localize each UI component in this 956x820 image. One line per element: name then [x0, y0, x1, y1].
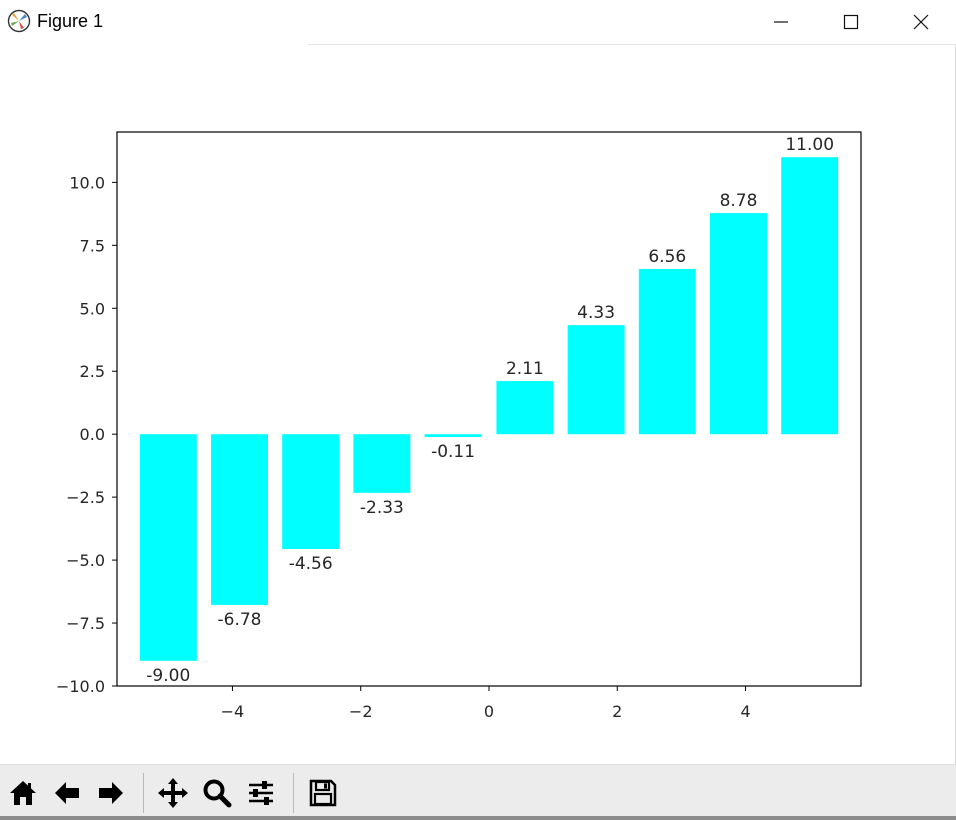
- bar: [567, 325, 625, 435]
- navigation-toolbar: [0, 764, 956, 820]
- bar-value-label: 6.56: [648, 247, 686, 267]
- figure-canvas: -9.00 -6.78 -4.56 -2.33 -0.11 2.11 4.33 6.56 8.7…: [0, 44, 956, 764]
- pan-button[interactable]: [154, 773, 192, 813]
- minimize-icon: [774, 21, 788, 23]
- y-tick-label: 10.0: [69, 173, 105, 192]
- forward-arrow-icon: [99, 782, 123, 804]
- home-icon: [10, 781, 36, 805]
- close-icon: [913, 14, 929, 30]
- bar: [710, 213, 767, 435]
- home-button[interactable]: [4, 773, 42, 813]
- bar-value-label: 4.33: [577, 303, 615, 323]
- title-separator: [308, 44, 956, 45]
- configure-subplots-icon: [249, 781, 273, 805]
- bar-value-label: 2.11: [506, 359, 544, 379]
- bar: [781, 157, 839, 435]
- maximize-icon: [843, 14, 859, 30]
- x-tick-label: 4: [740, 702, 750, 721]
- zoom-button[interactable]: [198, 773, 236, 813]
- toolbar-separator: [143, 773, 144, 813]
- bar: [139, 434, 197, 661]
- toolbar-separator: [293, 773, 294, 813]
- bar-chart: -9.00 -6.78 -4.56 -2.33 -0.11 2.11 4.33 6.56 8.7…: [56, 131, 862, 721]
- y-tick-label: −5.0: [66, 551, 105, 570]
- bar: [424, 434, 482, 437]
- y-tick-label: −7.5: [66, 614, 105, 633]
- zoom-icon: [203, 779, 232, 808]
- x-tick-label: −4: [221, 702, 245, 721]
- y-tick-label: 5.0: [80, 299, 105, 318]
- y-tick-label: 0.0: [80, 425, 105, 444]
- bar: [496, 381, 554, 435]
- back-arrow-icon: [55, 782, 79, 804]
- configure-subplots-button[interactable]: [242, 773, 280, 813]
- bar-value-label: -4.56: [289, 554, 333, 574]
- close-button[interactable]: [886, 0, 956, 44]
- bar-value-label: 11.00: [785, 135, 834, 155]
- title-bar: Figure 1: [0, 0, 956, 44]
- matplotlib-app-icon: [7, 9, 31, 33]
- bar-value-label: -0.11: [431, 442, 475, 462]
- window-bottom-border: [0, 816, 956, 820]
- y-tick-label: 7.5: [80, 236, 105, 255]
- x-tick-label: 0: [484, 702, 494, 721]
- x-tick-label: −2: [349, 702, 373, 721]
- bar-value-label: -9.00: [146, 666, 190, 686]
- bar-value-label: 8.78: [720, 191, 758, 211]
- x-tick-label: 2: [612, 702, 622, 721]
- back-button[interactable]: [48, 773, 86, 813]
- y-tick-label: −10.0: [56, 677, 105, 696]
- bar: [282, 434, 340, 550]
- window-title: Figure 1: [37, 11, 104, 31]
- maximize-button[interactable]: [816, 0, 886, 44]
- pan-icon: [158, 778, 188, 808]
- y-tick-label: −2.5: [66, 488, 105, 507]
- minimize-button[interactable]: [746, 0, 816, 44]
- save-button[interactable]: [304, 773, 342, 813]
- forward-button[interactable]: [92, 773, 130, 813]
- bar: [353, 434, 411, 493]
- y-tick-label: 2.5: [80, 362, 105, 381]
- bar-value-label: -2.33: [360, 498, 404, 518]
- bar: [211, 434, 268, 605]
- bar-value-label: -6.78: [218, 610, 262, 630]
- save-icon: [309, 779, 337, 807]
- bar: [638, 268, 696, 435]
